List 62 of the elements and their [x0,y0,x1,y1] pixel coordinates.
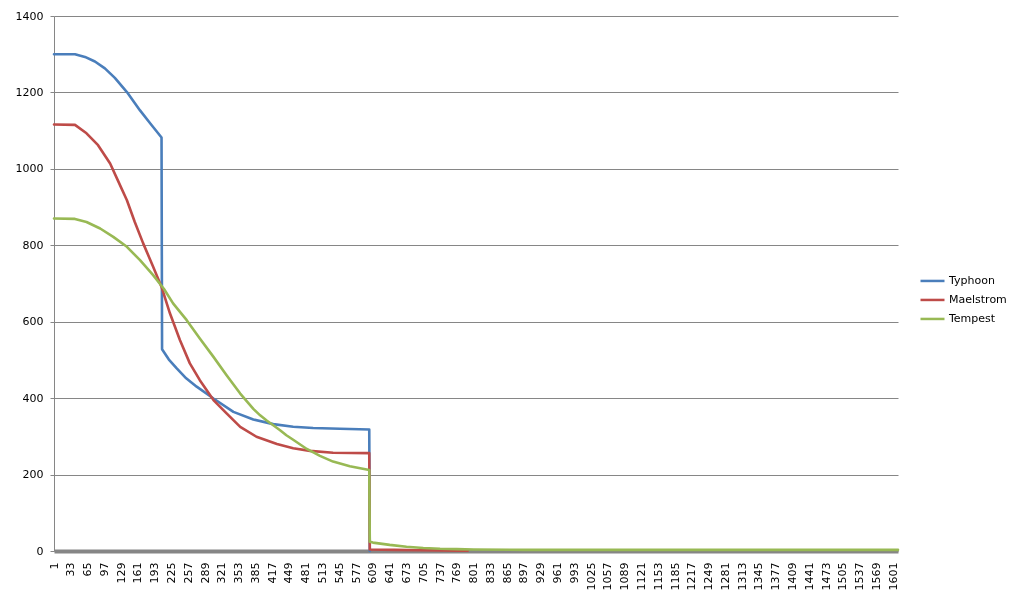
x-tick-label: 865 [500,562,514,584]
legend-label: Tempest [948,311,996,325]
x-tick-label: 1281 [718,562,732,591]
x-tick-label: 1313 [735,562,749,591]
y-tick-label: 0 [36,544,44,558]
y-tick-label: 200 [22,468,44,482]
x-tick-label: 225 [165,562,178,584]
y-tick-label: 600 [22,315,44,329]
y-tick-label: 1200 [15,85,44,99]
x-tick-label: 833 [483,562,497,584]
x-tick-label: 97 [97,562,111,577]
x-tick-label: 449 [282,562,296,584]
x-tick-label: 1441 [802,562,816,591]
x-tick-label: 929 [534,562,548,584]
x-tick-label: 769 [450,562,464,584]
x-tick-label: 1409 [786,562,800,591]
x-tick-label: 737 [433,562,447,584]
x-tick-label: 1601 [886,562,900,591]
x-tick-label: 1057 [601,562,615,591]
x-tick-label: 609 [366,562,380,584]
x-tick-label: 1185 [668,562,682,591]
y-tick-label: 800 [22,238,44,252]
legend-label: Maelstrom [949,292,1007,306]
y-tick-label: 400 [22,391,44,405]
x-tick-label: 705 [416,562,430,584]
x-tick-label: 1537 [853,562,867,591]
x-tick-label: 321 [215,562,229,584]
x-tick-label: 1505 [836,562,850,591]
x-tick-label: 1345 [752,562,766,591]
x-tick-label: 1025 [584,562,598,591]
x-tick-label: 1569 [869,562,883,591]
x-tick-label: 993 [567,562,581,584]
x-tick-label: 1217 [685,562,699,591]
x-tick-label: 673 [400,562,413,584]
x-tick-label: 577 [349,562,363,584]
x-tick-label: 353 [232,562,246,584]
x-tick-label: 193 [148,562,162,584]
x-tick-label: 65 [81,562,95,577]
x-tick-label: 801 [467,562,481,584]
x-tick-label: 513 [316,562,330,584]
x-tick-label: 129 [114,562,128,584]
x-tick-label: 961 [551,562,565,584]
y-tick-label: 1400 [15,9,44,23]
x-tick-label: 1089 [618,562,632,591]
x-tick-label: 289 [198,562,212,584]
x-tick-label: 161 [131,562,145,584]
x-tick-label: 33 [64,562,78,577]
x-tick-label: 641 [383,562,397,584]
x-tick-label: 897 [517,562,531,584]
x-tick-label: 1 [47,562,61,570]
x-tick-label: 385 [248,562,262,584]
y-tick-label: 1000 [15,162,44,176]
x-tick-label: 1121 [635,562,648,591]
x-tick-label: 1153 [651,562,665,591]
x-tick-label: 1473 [819,562,833,591]
x-tick-label: 545 [332,562,346,584]
legend-label: Typhoon [948,273,995,287]
x-tick-label: 417 [265,562,279,584]
x-tick-label: 1249 [702,562,716,591]
x-tick-label: 257 [181,562,195,584]
x-tick-label: 481 [299,562,313,584]
x-tick-label: 1377 [769,562,783,591]
